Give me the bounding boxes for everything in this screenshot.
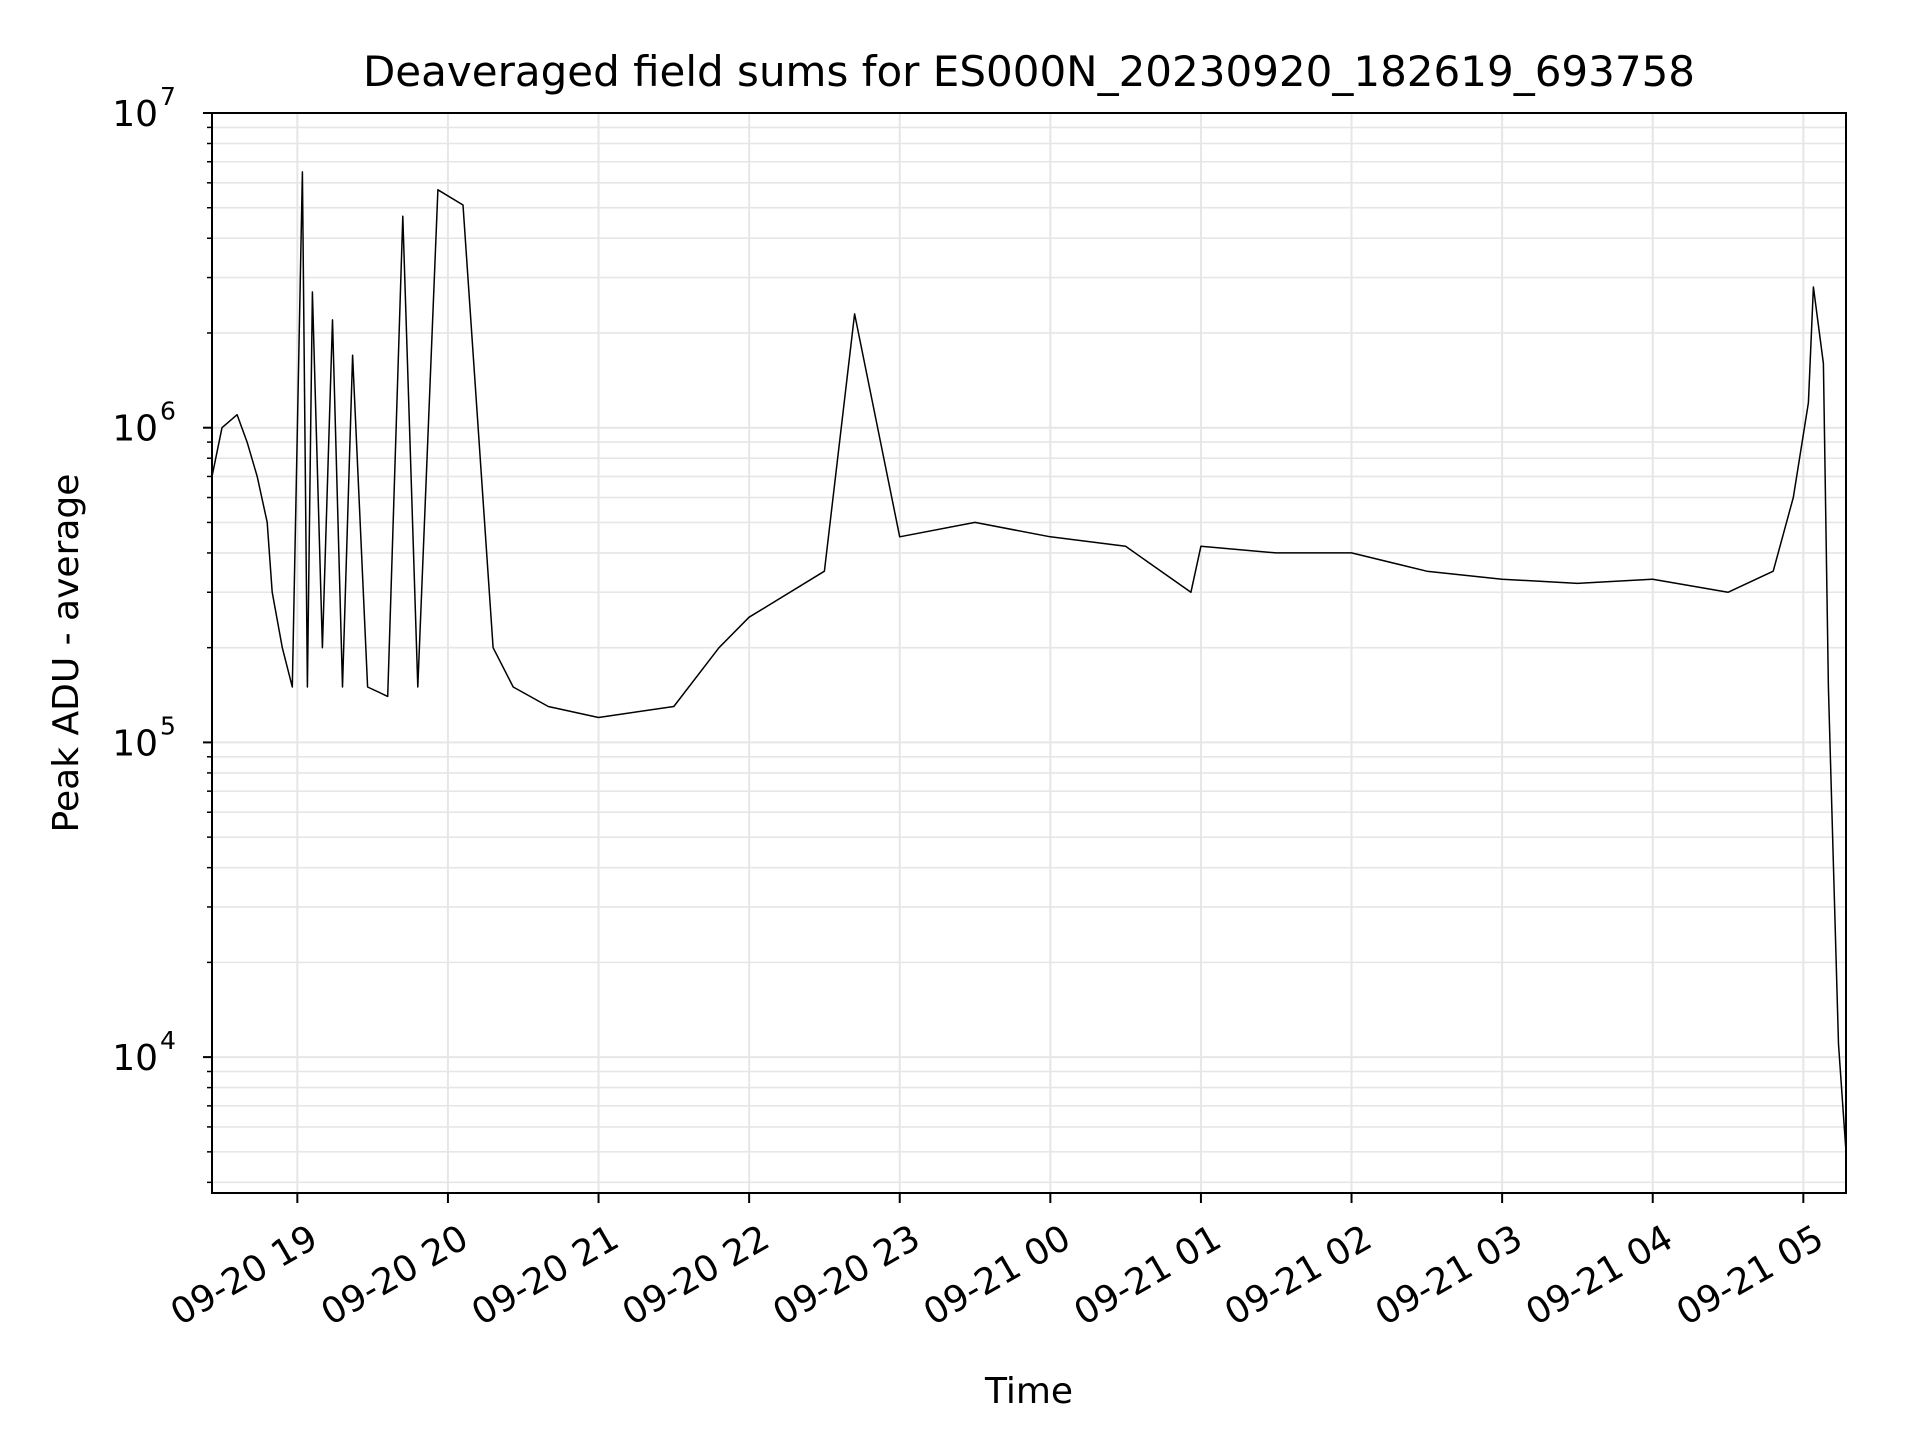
y-tick-label: 10 [112,723,158,764]
y-axis-label: Peak ADU - average [46,474,87,833]
x-tick-label: 09-20 20 [315,1217,476,1333]
plot-frame [211,112,1847,1194]
grid [212,112,1846,1193]
x-tick-label: 09-20 22 [616,1217,777,1333]
y-tick-exponent: 5 [160,711,176,740]
chart-title: Deaveraged field sums for ES000N_2023092… [363,47,1695,96]
y-tick-label: 10 [112,1038,158,1079]
x-tick-label: 09-21 05 [1670,1217,1831,1333]
x-tick-label: 09-21 02 [1218,1217,1379,1333]
x-tick-label: 09-21 00 [917,1217,1078,1333]
y-tick-label: 10 [112,94,158,135]
series-line [211,171,1847,1152]
y-tick-label: 10 [112,409,158,450]
x-tick-label: 09-20 19 [164,1217,325,1333]
y-tick-exponent: 7 [160,82,176,111]
x-tick-label: 09-20 21 [465,1217,626,1333]
y-tick-exponent: 6 [160,397,176,426]
x-tick-label: 09-21 01 [1068,1217,1229,1333]
x-axis-label: Time [984,1371,1073,1412]
x-tick-label: 09-21 04 [1519,1217,1680,1333]
y-tick-exponent: 4 [160,1026,176,1055]
x-tick-label: 09-20 23 [766,1217,927,1333]
series-layer [211,171,1847,1152]
x-tick-label: 09-21 03 [1369,1217,1530,1333]
